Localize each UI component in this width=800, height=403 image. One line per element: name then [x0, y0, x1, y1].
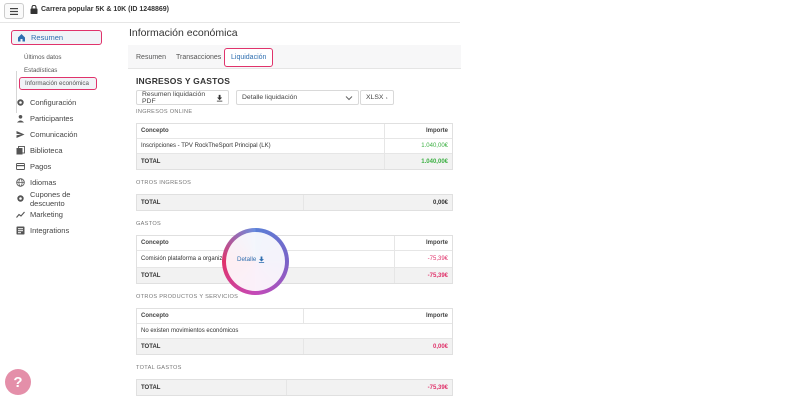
table-header-row: Concepto Importe	[137, 236, 452, 251]
sidebar-item-comunicacion[interactable]: Comunicación	[11, 127, 102, 142]
sidebar-item-biblioteca[interactable]: Biblioteca	[11, 143, 102, 158]
person-icon	[16, 114, 25, 123]
question-icon: ?	[13, 373, 23, 391]
main-content: Información económica Resumen Transaccio…	[128, 23, 461, 403]
globe-icon	[16, 178, 25, 187]
detail-select[interactable]: Detalle liquidación	[236, 90, 359, 105]
send-icon	[16, 130, 25, 139]
table-total-row: TOTAL -75,39€	[137, 268, 452, 283]
menu-button[interactable]	[4, 3, 24, 19]
expenses-label: GASTOS	[136, 221, 162, 227]
sidebar-subitem-estadisticas[interactable]: Estadísticas	[24, 67, 58, 74]
trend-icon	[16, 210, 25, 219]
sidebar-subitem-informacion-economica[interactable]: Información económica	[19, 77, 97, 90]
table-row: Inscripciones - TPV RockTheSport Princip…	[137, 139, 452, 154]
sidebar-item-integrations[interactable]: Integrations	[11, 223, 102, 238]
table-header-row: Concepto Importe	[137, 124, 452, 139]
gear-icon	[16, 98, 25, 107]
top-bar: Carrera popular 5K & 10K (ID 1248869)	[0, 0, 800, 22]
table-total-row: TOTAL 0,00€	[137, 339, 452, 354]
summary-pdf-button[interactable]: Resumen liquidación PDF	[136, 90, 229, 105]
sidebar-item-configuracion[interactable]: Configuración	[11, 95, 102, 110]
download-icon	[259, 256, 265, 263]
other-income-label: OTROS INGRESOS	[136, 180, 192, 186]
sidebar-item-resumen[interactable]: Resumen	[11, 30, 102, 45]
sidebar-item-idiomas[interactable]: Idiomas	[11, 175, 102, 190]
loading-spinner	[222, 228, 289, 295]
table-row: Comisión plataforma a organizador -75,39…	[137, 251, 452, 268]
lock-icon	[30, 5, 38, 14]
event-title: Carrera popular 5K & 10K (ID 1248869)	[30, 5, 169, 14]
online-income-table: Concepto Importe Inscripciones - TPV Roc…	[136, 123, 453, 170]
sidebar-item-pagos[interactable]: Pagos	[11, 159, 102, 174]
hamburger-icon	[10, 7, 18, 15]
home-icon	[17, 33, 26, 42]
table-total-row: TOTAL 0,00€	[137, 195, 452, 210]
table-total-row: TOTAL 1.040,00€	[137, 154, 452, 169]
tab-liquidacion[interactable]: Liquidación	[224, 48, 274, 67]
sidebar-item-marketing[interactable]: Marketing	[11, 207, 102, 222]
tab-transacciones[interactable]: Transacciones	[176, 54, 222, 61]
download-icon	[386, 96, 388, 99]
table-total-row: TOTAL -75,39€	[137, 380, 452, 395]
sidebar-subitem-ultimos-datos[interactable]: Últimos datos	[24, 54, 62, 61]
sidebar-item-participantes[interactable]: Participantes	[11, 111, 102, 126]
other-products-table: Concepto Importe No existen movimientos …	[136, 308, 453, 355]
sidebar-item-cupones[interactable]: Cupones de descuento	[11, 190, 102, 208]
xlsx-button[interactable]: XLSX	[360, 90, 394, 105]
other-products-label: OTROS PRODUCTOS Y SERVICIOS	[136, 294, 239, 300]
detail-download-link[interactable]: Detalle	[237, 256, 265, 263]
submenu-line	[16, 71, 17, 113]
chevron-down-icon	[345, 95, 353, 100]
table-header-row: Concepto Importe	[137, 309, 452, 324]
tab-resumen[interactable]: Resumen	[136, 54, 166, 61]
gear-icon	[16, 194, 25, 203]
card-icon	[16, 162, 25, 171]
online-income-label: INGRESOS ONLINE	[136, 109, 193, 115]
library-icon	[16, 146, 25, 155]
download-icon	[216, 94, 223, 102]
total-expenses-label: TOTAL GASTOS	[136, 365, 182, 371]
header-divider	[0, 22, 460, 23]
tabs-bar: Resumen Transacciones Liquidación	[128, 45, 461, 69]
page-title: Información económica	[129, 27, 238, 39]
total-expenses-table: TOTAL -75,39€	[136, 379, 453, 396]
help-button[interactable]: ?	[5, 369, 31, 395]
integrations-icon	[16, 226, 25, 235]
other-income-table: TOTAL 0,00€	[136, 194, 453, 211]
expenses-table: Concepto Importe Comisión plataforma a o…	[136, 235, 453, 284]
section-title: INGRESOS Y GASTOS	[136, 76, 231, 86]
table-empty-row: No existen movimientos económicos	[137, 324, 452, 339]
sidebar: Resumen Últimos datos Estadísticas Infor…	[0, 23, 118, 403]
